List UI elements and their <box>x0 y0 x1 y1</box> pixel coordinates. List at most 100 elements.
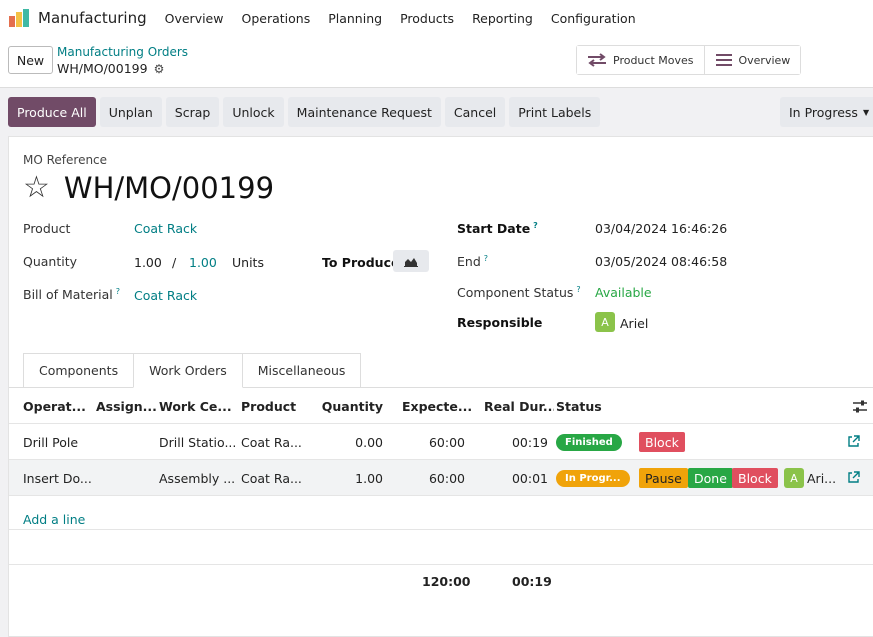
col-operation[interactable]: Operat... <box>23 398 86 414</box>
quantity-total[interactable]: 1.00 <box>189 255 217 270</box>
help-icon[interactable]: ? <box>115 287 121 296</box>
quantity-separator: / <box>172 255 177 270</box>
add-line-link[interactable]: Add a line <box>23 512 86 527</box>
produce-all-button[interactable]: Produce All <box>8 97 96 127</box>
col-product[interactable]: Product <box>241 398 297 414</box>
to-produce-label: To Produce <box>322 255 400 270</box>
manufacturing-logo-icon <box>9 9 29 27</box>
gear-icon[interactable]: ⚙ <box>153 61 165 76</box>
component-status-label-text: Component Status <box>457 285 574 301</box>
mo-title: ☆ WH/MO/00199 <box>23 171 274 205</box>
quantity-produced[interactable]: 1.00 <box>134 255 162 270</box>
smart-buttons: Product Moves Overview <box>576 45 802 75</box>
transfer-icon <box>588 53 606 67</box>
breadcrumb-current: WH/MO/00199 ⚙ <box>57 61 164 76</box>
external-link-icon[interactable] <box>847 435 860 448</box>
table-row[interactable]: Insert Do... Assembly ... Coat Ra... 1.0… <box>9 460 873 496</box>
action-bar: Produce All Unplan Scrap Unlock Maintena… <box>8 97 601 127</box>
notebook-tabs: Components Work Orders Miscellaneous <box>23 353 362 388</box>
menu-configuration[interactable]: Configuration <box>550 10 636 26</box>
status-badge: Finished <box>556 433 622 451</box>
tab-miscellaneous[interactable]: Miscellaneous <box>241 353 362 388</box>
scrap-button[interactable]: Scrap <box>165 97 220 127</box>
tabs-divider <box>9 387 873 388</box>
divider <box>9 529 873 530</box>
help-icon[interactable]: ? <box>533 221 538 230</box>
external-link-icon[interactable] <box>847 471 860 484</box>
tab-work-orders[interactable]: Work Orders <box>133 353 243 388</box>
new-button[interactable]: New <box>8 46 53 74</box>
breadcrumb-parent[interactable]: Manufacturing Orders <box>57 45 189 59</box>
cell-quantity: 0.00 <box>355 434 383 450</box>
cell-quantity: 1.00 <box>355 470 383 486</box>
product-moves-button[interactable]: Product Moves <box>577 46 704 74</box>
end-label: End? <box>457 254 488 269</box>
avatar: A <box>784 468 804 488</box>
list-icon <box>715 54 732 66</box>
component-status-value: Available <box>595 285 652 300</box>
bom-label-text: Bill of Material <box>23 287 113 303</box>
overview-label: Overview <box>738 53 791 67</box>
cell-product: Coat Ra... <box>241 470 302 486</box>
cell-real-duration: 00:01 <box>511 470 548 486</box>
cell-assigned <box>96 424 156 460</box>
col-real-duration[interactable]: Real Dur... <box>484 398 554 414</box>
maintenance-request-button[interactable]: Maintenance Request <box>287 97 441 127</box>
done-button[interactable]: Done <box>688 468 733 488</box>
overview-button[interactable]: Overview <box>703 46 801 74</box>
bom-label: Bill of Material? <box>23 287 120 302</box>
cell-expected: 60:00 <box>428 434 465 450</box>
cancel-button[interactable]: Cancel <box>444 97 506 127</box>
total-expected: 120:00 <box>422 574 471 589</box>
status-badge: In Progr... <box>556 469 630 487</box>
cell-real-duration: 00:19 <box>511 434 548 450</box>
tab-components[interactable]: Components <box>23 353 135 388</box>
main-menu: Overview Operations Planning Products Re… <box>165 11 654 26</box>
cell-work-center: Assembly ... <box>159 470 236 486</box>
breadcrumb-current-label: WH/MO/00199 <box>57 61 148 76</box>
col-expected[interactable]: Expecte... <box>402 398 473 414</box>
end-label-text: End <box>457 254 481 270</box>
app-brand[interactable]: Manufacturing <box>8 8 147 28</box>
col-quantity[interactable]: Quantity <box>321 398 383 414</box>
block-button[interactable]: Block <box>732 468 778 488</box>
table-row[interactable]: Drill Pole Drill Statio... Coat Ra... 0.… <box>9 424 873 460</box>
bom-value[interactable]: Coat Rack <box>134 288 198 303</box>
start-date-value[interactable]: 03/04/2024 16:46:26 <box>595 221 728 236</box>
help-icon[interactable]: ? <box>483 254 489 263</box>
pause-button[interactable]: Pause <box>639 468 688 488</box>
star-icon[interactable]: ☆ <box>23 170 50 205</box>
block-button[interactable]: Block <box>639 432 685 452</box>
menu-operations[interactable]: Operations <box>241 10 311 26</box>
menu-overview[interactable]: Overview <box>164 10 224 26</box>
product-label: Product <box>23 221 71 236</box>
status-label: In Progress <box>789 104 858 120</box>
unplan-button[interactable]: Unplan <box>99 97 162 127</box>
col-work-center[interactable]: Work Ce... <box>159 398 232 414</box>
divider <box>9 564 873 565</box>
avatar: A <box>595 312 615 332</box>
cell-status: In Progr... <box>556 460 632 496</box>
uom-value[interactable]: Units <box>232 255 264 270</box>
forecast-button[interactable] <box>393 250 429 272</box>
menu-planning[interactable]: Planning <box>328 10 383 26</box>
responsible-label: Responsible <box>457 315 543 330</box>
print-labels-button[interactable]: Print Labels <box>509 97 601 127</box>
component-status-label: Component Status? <box>457 285 581 300</box>
col-assigned[interactable]: Assign... <box>96 398 156 414</box>
menu-products[interactable]: Products <box>400 10 455 26</box>
col-status[interactable]: Status <box>556 398 602 414</box>
unlock-button[interactable]: Unlock <box>223 97 284 127</box>
cell-assigned <box>96 460 156 496</box>
menu-reporting[interactable]: Reporting <box>472 10 533 26</box>
settings-sliders-icon[interactable] <box>853 400 867 413</box>
end-value[interactable]: 03/05/2024 08:46:58 <box>595 254 728 269</box>
area-chart-icon <box>404 257 418 267</box>
product-value[interactable]: Coat Rack <box>134 221 198 236</box>
help-icon[interactable]: ? <box>576 285 581 294</box>
responsible-name[interactable]: Ariel <box>620 316 649 331</box>
status-dropdown[interactable]: In Progress ▼ <box>780 97 873 127</box>
cell-operation: Insert Do... <box>23 470 92 486</box>
start-date-label-text: Start Date <box>457 221 531 237</box>
start-date-label: Start Date? <box>457 221 538 236</box>
